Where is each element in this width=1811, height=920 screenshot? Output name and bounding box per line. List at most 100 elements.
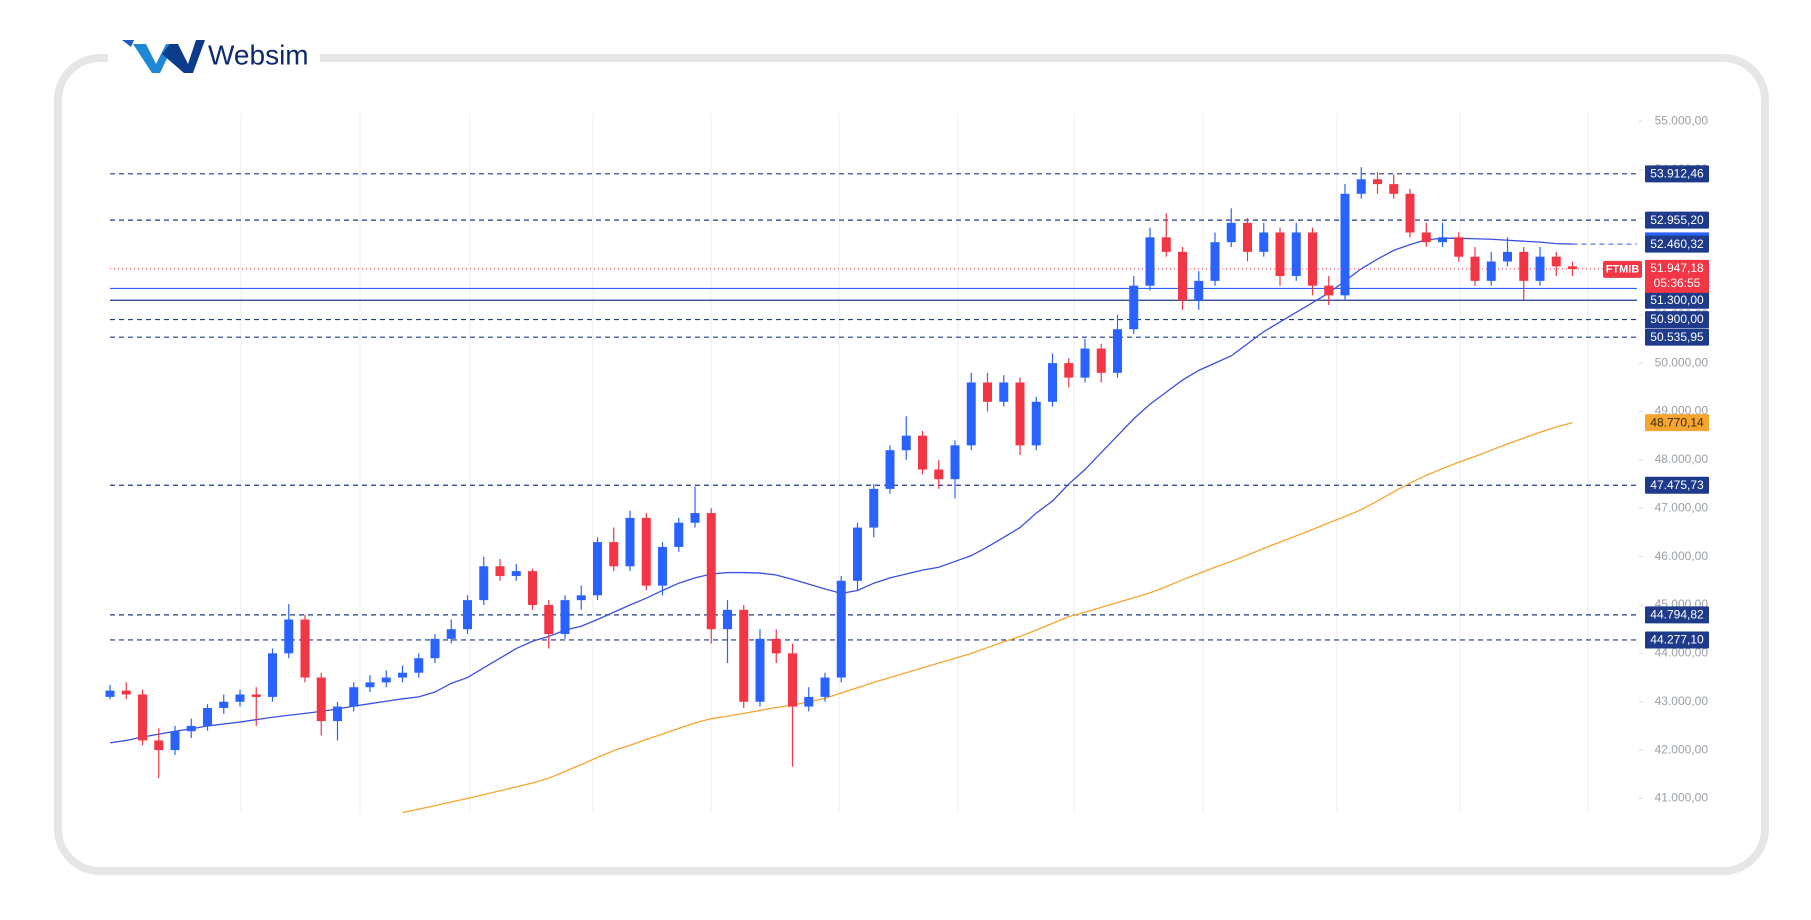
candle-body: [966, 382, 976, 446]
candle-body: [739, 609, 749, 702]
candle-body: [885, 450, 895, 489]
candle-body: [934, 469, 944, 480]
candle-body: [1340, 193, 1350, 296]
candle-body: [235, 694, 245, 702]
candle-body: [1194, 280, 1204, 301]
level-label-box: [1645, 211, 1709, 229]
candle-body: [901, 435, 911, 451]
candle-body: [251, 694, 261, 697]
candle-body: [853, 527, 862, 581]
candle-body: [170, 731, 180, 751]
candle-body: [1178, 251, 1187, 301]
candle-body: [1275, 232, 1285, 277]
y-tick-label: 50.000,00: [1655, 355, 1709, 369]
moving-average-label-text: 48.770,14: [1650, 415, 1704, 429]
candle-body: [365, 682, 375, 688]
candle-body: [1080, 348, 1090, 378]
level-label-box: [1645, 328, 1709, 346]
candle-body: [723, 609, 732, 630]
candle-body: [1243, 222, 1252, 252]
level-label-text: 53.912,46: [1650, 167, 1704, 181]
candle-body: [186, 725, 196, 732]
candle-body: [1031, 401, 1041, 446]
candle-body: [219, 701, 229, 709]
candle-body: [1356, 179, 1366, 194]
candle-body: [625, 517, 635, 567]
candle-body: [154, 740, 164, 751]
logo-w-left: [133, 44, 174, 73]
last-price-box: [1645, 259, 1709, 293]
candle-body: [105, 690, 115, 697]
candle-body: [495, 566, 505, 576]
candle-body: [1568, 266, 1577, 269]
candle-body: [284, 619, 294, 654]
price-labels: 53.912,4652.955,2052.525,6451.543,4851.3…: [1603, 165, 1709, 649]
candle-body: [593, 542, 602, 596]
candle-body: [674, 522, 684, 547]
candle-body: [1291, 232, 1301, 277]
candle-body: [463, 600, 472, 630]
candle-body: [1259, 232, 1269, 252]
candle-body: [869, 488, 879, 528]
candle-body: [528, 571, 537, 605]
level-label-box: [1645, 606, 1709, 624]
candle-body: [1308, 232, 1317, 286]
y-tick-label: 46.000,00: [1655, 549, 1709, 563]
symbol-tag: [1603, 260, 1642, 278]
candle-body: [1129, 285, 1139, 330]
y-tick-label: 55.000,00: [1655, 113, 1709, 127]
candle-body: [1226, 222, 1236, 243]
candle-body: [1064, 363, 1074, 378]
candle-body: [316, 677, 326, 722]
levels: [110, 173, 1637, 641]
candle-body: [1454, 237, 1464, 257]
candle-body: [333, 706, 342, 722]
level-label-box: [1645, 631, 1709, 649]
logo-dot: [122, 40, 134, 47]
candle-body: [1470, 256, 1480, 281]
candle-body: [788, 653, 797, 707]
candle-body: [511, 571, 521, 576]
candle-body: [1503, 251, 1512, 262]
candle-body: [1015, 382, 1025, 446]
frame: [54, 54, 1769, 875]
candle-body: [641, 517, 651, 586]
candle-body: [381, 677, 391, 683]
last-price-text: 51.947,18: [1650, 261, 1704, 275]
candle-body: [1486, 261, 1496, 281]
level-label-text: 52.955,20: [1650, 213, 1704, 227]
candle-body: [658, 546, 667, 586]
candle-body: [999, 382, 1009, 402]
candle-body: [1389, 184, 1399, 194]
candle-body: [1145, 237, 1155, 286]
y-tick-label: 41.000,00: [1655, 791, 1709, 805]
brand-name: Websim: [208, 39, 309, 70]
level-label-text: 47.475,73: [1650, 478, 1704, 492]
candle-body: [560, 600, 570, 635]
candle-body: [1438, 237, 1447, 243]
candle-body: [121, 690, 131, 695]
candle-body: [430, 638, 440, 659]
candle-body: [690, 513, 700, 523]
candle-body: [1324, 285, 1334, 296]
candle-body: [1210, 242, 1220, 281]
level-label-box: [1645, 165, 1709, 183]
y-tick-label: 44.000,00: [1655, 646, 1709, 660]
candle-body: [1096, 348, 1106, 373]
candle-body: [1405, 193, 1415, 233]
level-label-box: [1645, 311, 1709, 329]
moving-average-label-box: [1645, 414, 1709, 432]
candle-body: [755, 638, 765, 702]
level-label-text: 50.900,00: [1650, 312, 1704, 326]
candle-body: [398, 672, 407, 678]
level-label-text: 44.794,82: [1650, 608, 1704, 622]
candle-body: [300, 619, 310, 678]
candle-body: [1535, 256, 1545, 281]
moving-average-label-text: 52.460,32: [1650, 237, 1704, 251]
candle-body: [203, 708, 212, 726]
candle-body: [479, 566, 489, 601]
candle-body: [950, 445, 960, 480]
level-label-box: [1645, 476, 1709, 494]
